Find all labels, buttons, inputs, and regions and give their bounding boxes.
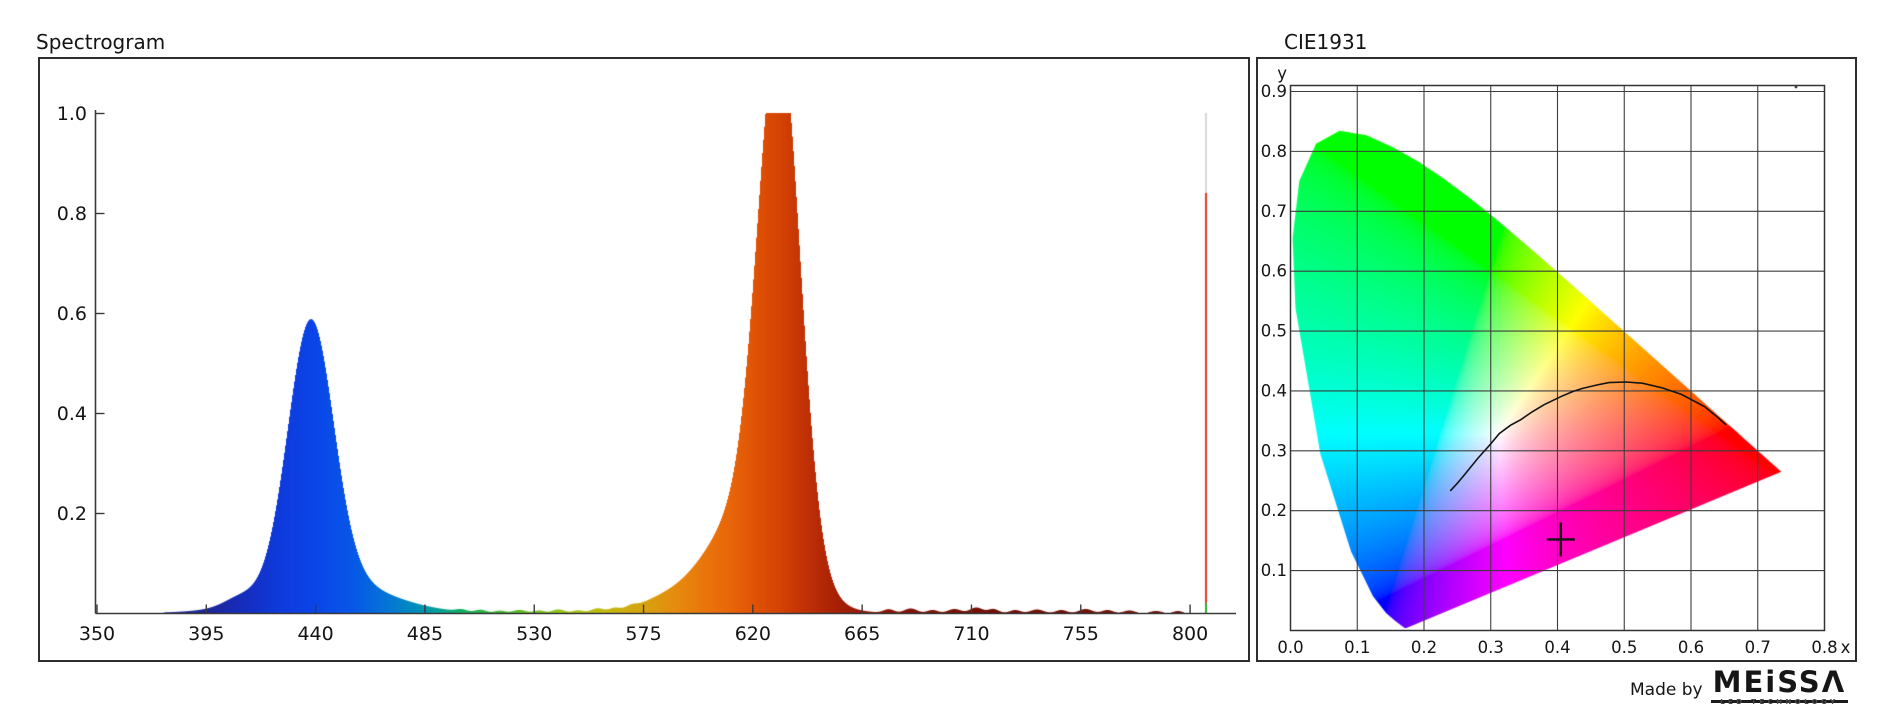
y-tick-label: 0.4 [57, 403, 87, 425]
spectrogram-title: Spectrogram [36, 30, 166, 54]
x-tick-label: 575 [625, 623, 661, 645]
cie-y-tick-label: 0.3 [1261, 441, 1287, 460]
x-tick-label: 440 [297, 623, 333, 645]
cie-y-tick-label: 0.4 [1261, 381, 1287, 400]
x-tick-label: 485 [407, 623, 443, 645]
cie-y-tick-label: 0.1 [1261, 561, 1287, 580]
x-tick-label: 395 [188, 623, 224, 645]
cie-x-tick-label: 0.2 [1411, 638, 1437, 657]
y-tick-label: 1.0 [57, 103, 87, 125]
y-tick-label: 0.6 [57, 303, 87, 325]
cie-x-tick-label: 0.6 [1678, 638, 1704, 657]
cie-y-tick-label: 0.9 [1261, 82, 1287, 101]
cie-y-tick-label: 0.5 [1261, 322, 1287, 341]
cie-x-tick-label: 0.4 [1544, 638, 1570, 657]
cie-x-axis-letter: x [1841, 638, 1851, 657]
made-by-text: Made by [1630, 680, 1703, 700]
cie-y-tick-label: 0.7 [1261, 202, 1287, 221]
meissa-wordmark: MEiSSΛ [1710, 665, 1849, 703]
cie-y-tick-label: 0.8 [1261, 142, 1287, 161]
cie-x-tick-label: 0.8 [1811, 638, 1837, 657]
meissa-subtitle: LED TECHNOLOGY [1720, 698, 1839, 706]
cie-panel: 0.0 0.1 0.2 0.3 0.4 0.5 0.6 0.7 0.8 x 0.1 0.2 0.3 0.4… [1256, 57, 1857, 662]
cie-x-tick-label: 0.5 [1611, 638, 1637, 657]
planckian-locus-curve [1449, 381, 1727, 492]
y-tick-label: 0.8 [57, 203, 87, 225]
speck-dot [1794, 85, 1798, 89]
x-tick-label: 800 [1172, 623, 1208, 645]
cie-y-tick-label: 0.2 [1261, 501, 1287, 520]
cie-x-tick-label: 0.0 [1277, 638, 1303, 657]
x-tick-label: 620 [735, 623, 771, 645]
cie-x-tick-label: 0.1 [1344, 638, 1370, 657]
cie-title: CIE1931 [1284, 30, 1368, 54]
cie-grid-overlay: 0.0 0.1 0.2 0.3 0.4 0.5 0.6 0.7 0.8 x0.10.20.30.4… [1261, 64, 1851, 657]
meissa-logo: MEiSSΛ LED TECHNOLOGY [1710, 665, 1849, 706]
brand-last-letter: Λ [1821, 665, 1847, 699]
x-tick-label: 350 [79, 623, 115, 645]
spectrogram-plot-canvas [97, 85, 1227, 613]
cie-x-tick-label: 0.3 [1478, 638, 1504, 657]
spectrogram-panel: 350 395 440 485 530 575 620 665 710 755 800 0.2 0.4 0… [38, 57, 1250, 662]
cie-y-tick-label: 0.6 [1261, 262, 1287, 281]
cie-plot-frame [1289, 84, 1826, 632]
x-tick-label: 755 [1063, 623, 1099, 645]
x-tick-label: 665 [844, 623, 880, 645]
cie-x-tick-label: 0.7 [1745, 638, 1771, 657]
x-tick-label: 530 [516, 623, 552, 645]
cie-y-axis-letter: y [1277, 64, 1287, 83]
y-tick-label: 0.2 [57, 503, 87, 525]
x-tick-label: 710 [953, 623, 989, 645]
spectrogram-axes: 350 395 440 485 530 575 620 665 710 755 800 0.2 0.4 0… [57, 103, 1236, 645]
footer: Made by MEiSSΛ LED TECHNOLOGY [1630, 665, 1849, 706]
